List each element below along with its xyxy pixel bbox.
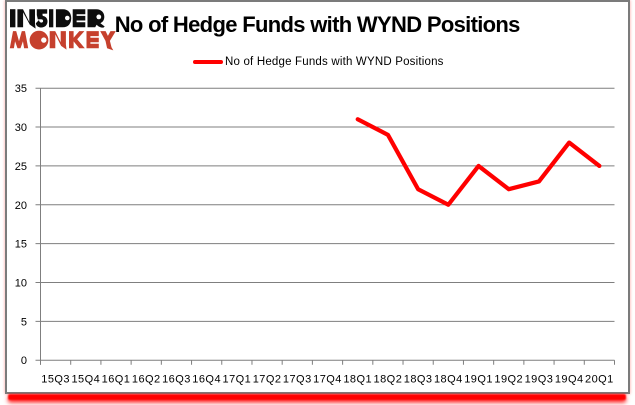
svg-text:0: 0 bbox=[21, 355, 27, 367]
svg-text:30: 30 bbox=[15, 122, 27, 134]
svg-text:16Q2: 16Q2 bbox=[132, 373, 161, 385]
svg-text:10: 10 bbox=[15, 277, 27, 289]
svg-text:17Q4: 17Q4 bbox=[313, 373, 342, 385]
svg-text:19Q2: 19Q2 bbox=[494, 373, 523, 385]
svg-text:5: 5 bbox=[21, 316, 27, 328]
svg-text:15Q4: 15Q4 bbox=[71, 373, 100, 385]
svg-text:19Q1: 19Q1 bbox=[464, 373, 493, 385]
svg-text:35: 35 bbox=[15, 83, 27, 95]
svg-text:18Q2: 18Q2 bbox=[374, 373, 403, 385]
svg-text:18Q3: 18Q3 bbox=[404, 373, 433, 385]
svg-text:16Q1: 16Q1 bbox=[102, 373, 131, 385]
svg-text:19Q3: 19Q3 bbox=[525, 373, 554, 385]
svg-text:20: 20 bbox=[15, 200, 27, 212]
svg-text:17Q3: 17Q3 bbox=[283, 373, 312, 385]
svg-text:15Q3: 15Q3 bbox=[41, 373, 70, 385]
svg-text:16Q4: 16Q4 bbox=[192, 373, 221, 385]
svg-text:17Q2: 17Q2 bbox=[253, 373, 282, 385]
svg-text:18Q1: 18Q1 bbox=[343, 373, 372, 385]
svg-text:25: 25 bbox=[15, 161, 27, 173]
svg-text:20Q1: 20Q1 bbox=[585, 373, 614, 385]
svg-text:17Q1: 17Q1 bbox=[223, 373, 252, 385]
svg-text:15: 15 bbox=[15, 239, 27, 251]
svg-text:16Q3: 16Q3 bbox=[162, 373, 191, 385]
svg-text:18Q4: 18Q4 bbox=[434, 373, 463, 385]
svg-text:19Q4: 19Q4 bbox=[555, 373, 584, 385]
